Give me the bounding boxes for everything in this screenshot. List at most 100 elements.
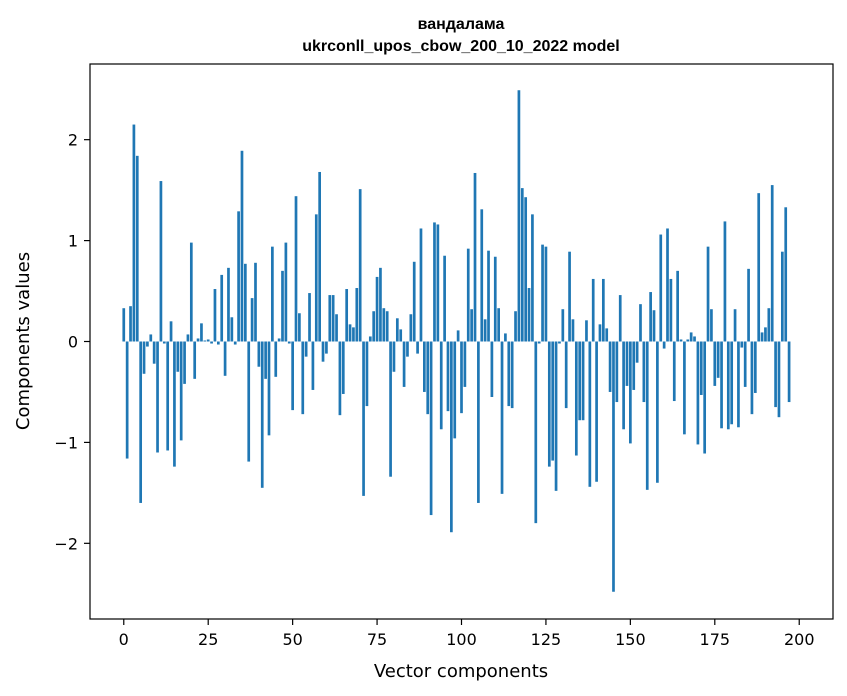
bar bbox=[179, 341, 183, 441]
bar bbox=[213, 289, 217, 342]
bar bbox=[683, 341, 686, 435]
bar bbox=[743, 341, 747, 387]
bar bbox=[601, 278, 605, 342]
bar bbox=[186, 334, 190, 342]
bar bbox=[598, 324, 602, 342]
bar bbox=[652, 310, 656, 342]
bar bbox=[358, 189, 362, 342]
bar bbox=[348, 324, 352, 342]
bar bbox=[220, 274, 224, 342]
bar bbox=[173, 341, 176, 467]
bar bbox=[291, 341, 294, 411]
bar bbox=[629, 341, 632, 444]
bar bbox=[433, 222, 436, 342]
bar bbox=[352, 327, 355, 342]
x-tick-label: 150 bbox=[615, 630, 646, 649]
bar bbox=[595, 341, 598, 482]
bar bbox=[477, 341, 480, 503]
bar bbox=[551, 341, 555, 461]
bar bbox=[311, 341, 315, 390]
bars-group bbox=[122, 90, 791, 592]
bar bbox=[230, 317, 234, 342]
bar bbox=[669, 278, 673, 342]
bar bbox=[294, 196, 298, 342]
bar bbox=[757, 193, 761, 342]
bar bbox=[639, 304, 642, 342]
bar bbox=[507, 341, 511, 407]
x-tick-label: 50 bbox=[282, 630, 302, 649]
bar bbox=[193, 341, 197, 379]
bar bbox=[716, 341, 720, 378]
bar bbox=[608, 341, 612, 392]
bar bbox=[460, 341, 463, 414]
bar bbox=[453, 341, 457, 439]
bar bbox=[416, 341, 419, 354]
x-tick-label: 125 bbox=[531, 630, 562, 649]
bar bbox=[335, 314, 338, 342]
bar bbox=[679, 339, 683, 342]
bar bbox=[645, 341, 649, 490]
bar bbox=[784, 207, 788, 342]
bar bbox=[446, 341, 450, 412]
bar bbox=[490, 341, 494, 397]
bar bbox=[672, 341, 676, 402]
bar bbox=[368, 336, 372, 342]
bar bbox=[693, 336, 696, 342]
bar bbox=[271, 246, 274, 342]
x-tick-label: 175 bbox=[700, 630, 731, 649]
bar bbox=[274, 341, 278, 377]
bar bbox=[527, 288, 531, 342]
bar bbox=[618, 295, 622, 342]
bar bbox=[426, 341, 430, 415]
bar bbox=[574, 341, 578, 456]
x-tick-label: 75 bbox=[367, 630, 387, 649]
bar bbox=[250, 298, 254, 342]
bar bbox=[605, 328, 609, 342]
bar bbox=[409, 314, 413, 342]
bar bbox=[612, 341, 615, 592]
bar bbox=[385, 311, 389, 342]
chart-subtitle: ukrconll_upos_cbow_200_10_2022 model bbox=[302, 38, 619, 55]
bar bbox=[298, 313, 301, 342]
bar bbox=[686, 339, 690, 342]
bar bbox=[436, 224, 440, 342]
bar bbox=[696, 341, 700, 445]
bar bbox=[504, 333, 507, 342]
bar bbox=[578, 341, 582, 421]
bar bbox=[254, 262, 257, 342]
bar bbox=[196, 338, 200, 342]
bar bbox=[321, 341, 325, 362]
bar bbox=[331, 295, 335, 342]
bar bbox=[439, 341, 443, 430]
bar bbox=[142, 341, 146, 374]
bar bbox=[463, 341, 467, 387]
bar bbox=[571, 319, 575, 342]
x-tick-label: 200 bbox=[784, 630, 815, 649]
bar bbox=[169, 321, 173, 342]
bar bbox=[517, 90, 521, 342]
bar bbox=[767, 308, 771, 342]
bar bbox=[713, 341, 717, 386]
bar bbox=[561, 309, 565, 342]
bar bbox=[345, 289, 349, 342]
bar bbox=[500, 341, 504, 494]
y-tick-label: −2 bbox=[54, 534, 78, 553]
bar bbox=[210, 341, 213, 344]
bar bbox=[510, 341, 514, 409]
bar bbox=[520, 188, 524, 342]
bar bbox=[406, 341, 409, 357]
bar bbox=[159, 181, 163, 342]
bar bbox=[497, 308, 500, 342]
bar bbox=[379, 267, 382, 342]
bar bbox=[632, 341, 636, 390]
bar bbox=[389, 341, 392, 477]
bar bbox=[726, 341, 730, 430]
bar bbox=[635, 341, 639, 363]
bar bbox=[760, 332, 764, 342]
bar bbox=[470, 309, 473, 342]
bar bbox=[399, 329, 403, 342]
bar bbox=[328, 295, 332, 342]
bar bbox=[122, 308, 126, 342]
bar bbox=[524, 197, 528, 342]
